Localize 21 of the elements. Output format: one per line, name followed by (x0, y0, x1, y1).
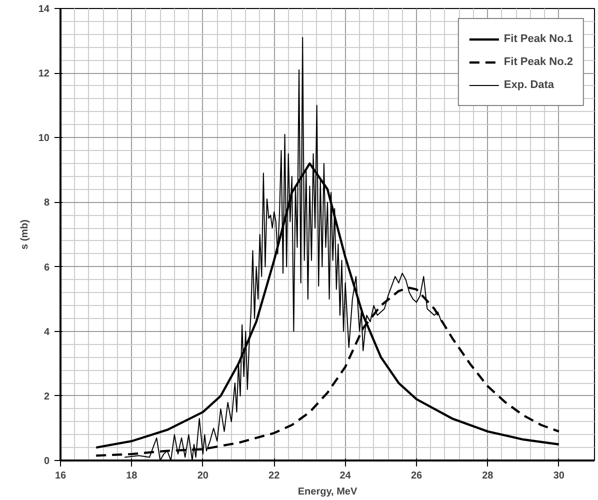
x-axis-title: Energy, MeV (298, 486, 358, 498)
legend-label: Exp. Data (504, 79, 554, 91)
y-tick-label: 2 (44, 391, 50, 402)
y-tick-label: 0 (44, 456, 50, 467)
x-tick-label: 30 (553, 470, 565, 482)
x-tick-label: 28 (482, 470, 494, 482)
x-tick-label: 20 (197, 470, 209, 482)
x-tick-label: 24 (340, 470, 352, 482)
x-tick-label: 16 (54, 470, 66, 482)
y-tick-label: 10 (38, 133, 50, 144)
legend-label: Fit Peak No.2 (504, 56, 573, 68)
x-tick-label: 26 (410, 470, 422, 482)
y-axis-title: s (mb) (19, 220, 30, 250)
y-tick-label: 14 (38, 4, 50, 15)
y-tick-label: 12 (38, 68, 50, 80)
legend-label: Fit Peak No.1 (504, 33, 573, 45)
x-tick-label: 22 (268, 470, 280, 482)
y-tick-label: 6 (44, 262, 50, 274)
y-tick-label: 4 (44, 326, 50, 338)
x-tick-label: 18 (126, 470, 138, 482)
y-tick-label: 8 (44, 198, 50, 209)
